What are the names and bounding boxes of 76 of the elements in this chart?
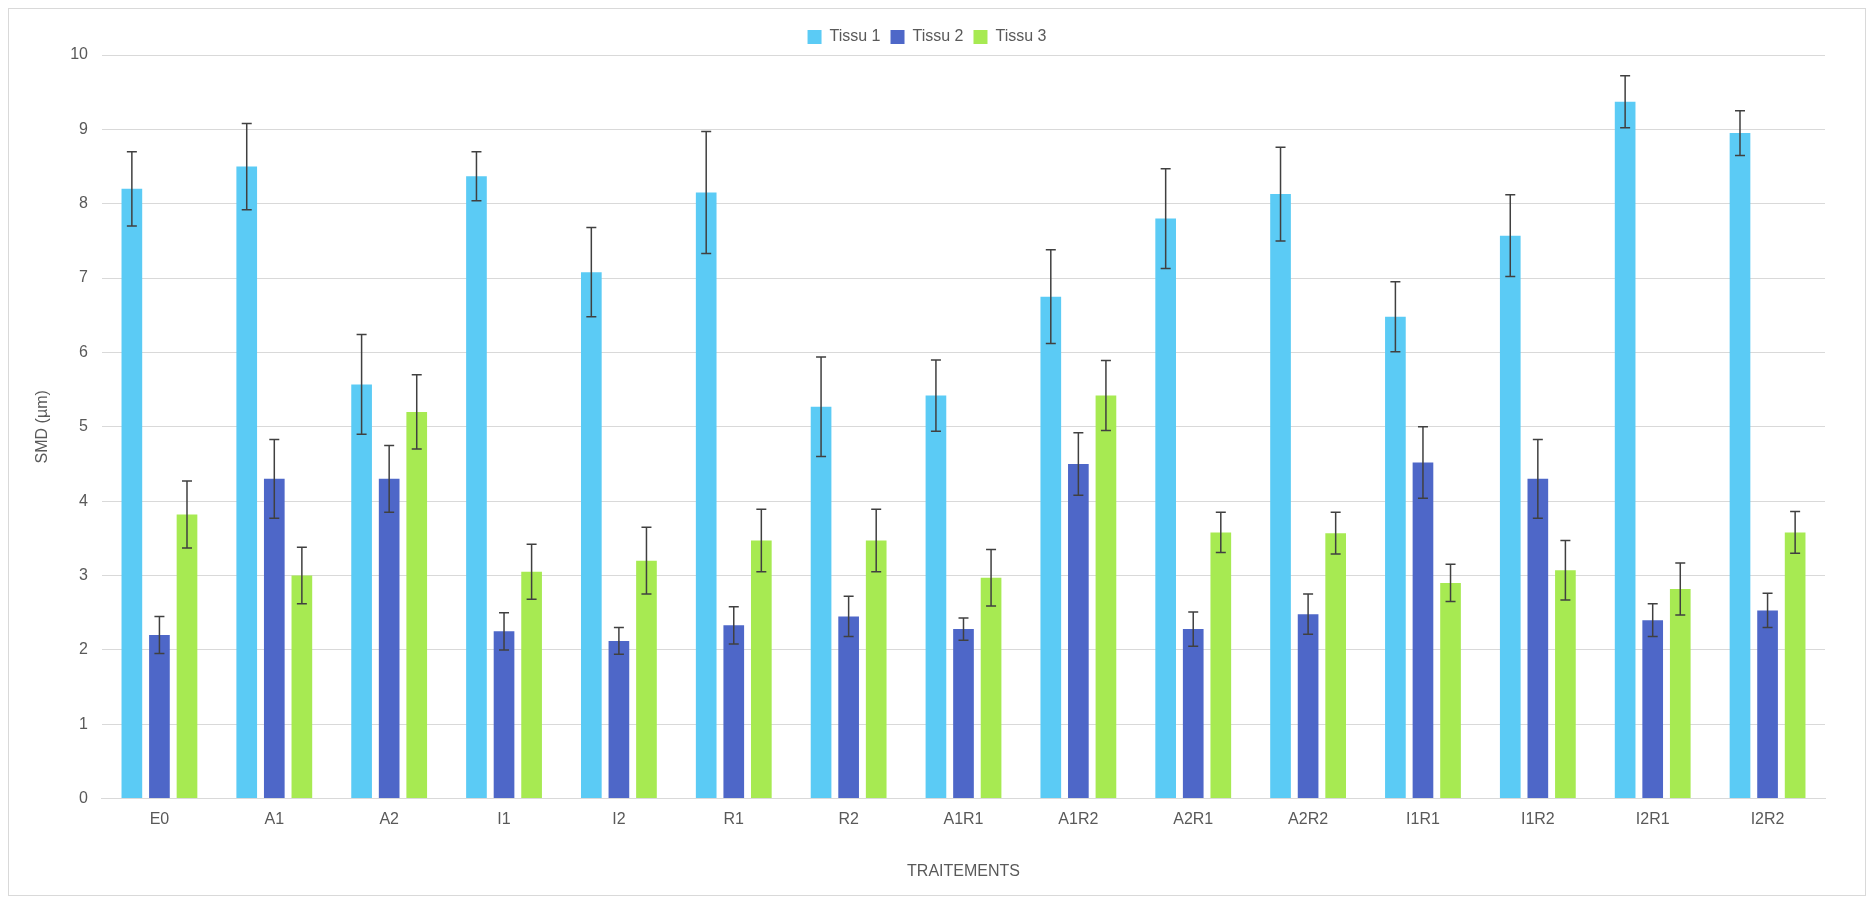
bar xyxy=(351,384,372,799)
y-tick-label: 3 xyxy=(79,565,89,583)
bar xyxy=(1040,296,1062,799)
x-tick-label: E0 xyxy=(149,809,170,827)
x-tick-label: I2R2 xyxy=(1750,809,1785,827)
bar xyxy=(695,192,717,799)
bar xyxy=(1642,620,1664,799)
y-tick-label: 10 xyxy=(70,45,89,63)
x-tick-label: I2 xyxy=(612,809,626,827)
bar xyxy=(838,616,859,799)
bar xyxy=(493,631,515,799)
x-tick-label: A1 xyxy=(264,809,285,827)
bar xyxy=(121,188,143,799)
bar xyxy=(953,629,974,799)
bar xyxy=(1784,532,1806,799)
bar xyxy=(1669,588,1691,799)
bar xyxy=(149,635,170,799)
x-tick-label: A1R2 xyxy=(1058,809,1099,827)
x-tick-label: A1R1 xyxy=(943,809,984,827)
bar xyxy=(1095,395,1117,799)
x-tick-label: A2R2 xyxy=(1288,809,1329,827)
y-tick-label: 9 xyxy=(79,119,89,137)
legend-label: Tissu 2 xyxy=(912,27,964,45)
bar xyxy=(1325,533,1347,799)
x-tick-label: I1R2 xyxy=(1520,809,1555,827)
y-tick-label: 4 xyxy=(79,491,89,509)
bar xyxy=(406,411,428,799)
y-tick-label: 1 xyxy=(79,714,89,732)
y-tick-label: 8 xyxy=(79,194,89,212)
bar xyxy=(1182,629,1204,799)
bar xyxy=(466,176,487,799)
bar xyxy=(1555,570,1576,799)
bar xyxy=(608,640,630,799)
bar xyxy=(1440,582,1461,799)
bar xyxy=(291,575,313,799)
legend-label: Tissu 1 xyxy=(829,27,881,45)
x-axis-title: TRAITEMENTS xyxy=(907,861,1020,879)
y-tick-label: 0 xyxy=(79,789,89,807)
bar xyxy=(636,560,657,799)
bar xyxy=(751,540,772,799)
bar xyxy=(1068,463,1089,799)
bar xyxy=(1297,614,1319,799)
bar xyxy=(1385,316,1406,799)
y-tick-label: 5 xyxy=(79,417,89,435)
bar xyxy=(1614,101,1636,799)
bar xyxy=(580,272,602,799)
bar xyxy=(1210,532,1232,799)
x-tick-label: A2R1 xyxy=(1173,809,1214,827)
bar xyxy=(1412,462,1434,799)
bar xyxy=(1499,235,1521,799)
bar xyxy=(521,571,542,799)
bar xyxy=(1757,610,1778,799)
y-tick-label: 6 xyxy=(79,342,89,360)
bar xyxy=(865,540,887,799)
bar xyxy=(810,406,832,799)
bar xyxy=(263,478,285,799)
x-tick-label: R1 xyxy=(723,809,745,827)
y-axis-title: SMD (µm) xyxy=(33,390,51,464)
bar xyxy=(378,478,400,799)
bar xyxy=(1270,194,1291,799)
bar xyxy=(1527,478,1549,799)
x-tick-label: I1 xyxy=(497,809,511,827)
x-tick-label: A2 xyxy=(379,809,400,827)
bar xyxy=(236,166,258,799)
bar xyxy=(925,395,947,799)
x-tick-label: I2R1 xyxy=(1635,809,1670,827)
bar xyxy=(723,625,745,799)
y-tick-label: 2 xyxy=(79,640,89,658)
bar xyxy=(176,514,198,799)
bar xyxy=(1155,218,1176,799)
x-tick-label: R2 xyxy=(838,809,859,827)
bar xyxy=(1729,133,1751,799)
x-tick-label: I1R1 xyxy=(1406,809,1440,827)
legend-label: Tissu 3 xyxy=(995,27,1047,45)
y-tick-label: 7 xyxy=(79,268,89,286)
bar xyxy=(980,577,1002,799)
